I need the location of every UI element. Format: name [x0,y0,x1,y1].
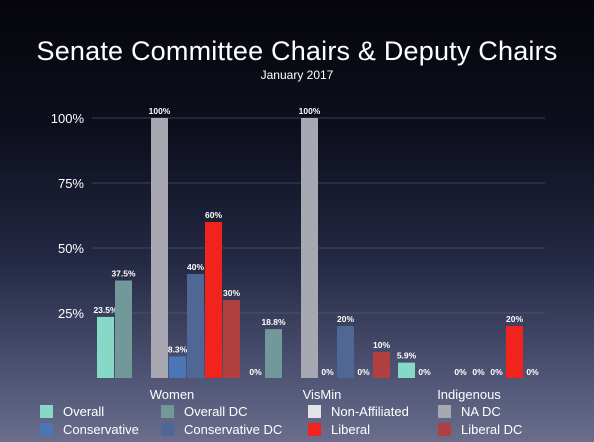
legend-swatch-overall-dc [161,404,174,418]
legend-swatch-na-dc [438,404,451,418]
data-label-women-conservative: 8.3% [168,344,188,354]
legend-label-conservative: Conservative [63,421,139,437]
legend-item-liberal: Liberal [308,421,370,437]
legend-item-overall-dc: Overall DC [161,403,248,419]
y-tick-label-25: 25% [58,306,84,321]
data-label-women-overall-dc: 37.5% [111,269,136,279]
data-label-indigenous-overall: 5.9% [397,351,417,361]
bar-women-liberal-dc [223,300,240,378]
data-label-vismin-conservative-dc: 20% [337,314,354,324]
legend-swatch-non-affiliated [308,404,321,418]
bar-indigenous-overall [398,362,415,378]
x-category-label-vismin: VisMin [303,387,342,402]
bar-women-conservative [169,356,186,378]
bar-women-overall [97,316,114,378]
legend-label-non-affiliated: Non-Affiliated [331,403,409,419]
legend-label-overall-dc: Overall DC [184,403,248,419]
bar-vismin-overall-dc [265,329,282,378]
data-label-women-conservative-dc: 40% [187,262,204,272]
bar-women-overall-dc [115,280,132,378]
legend-swatch-overall [40,404,53,418]
legend-swatch-liberal-dc [438,422,451,436]
data-label-women-liberal-dc: 30% [223,288,240,298]
bar-vismin-na-dc [301,118,318,378]
data-label-indigenous-overall-dc: 0% [418,367,431,377]
bar-women-liberal [205,222,222,378]
data-label-vismin-liberal: 0% [357,367,370,377]
data-label-women-liberal: 60% [205,210,222,220]
bar-vismin-conservative-dc [337,326,354,378]
legend-label-conservative-dc: Conservative DC [184,421,283,437]
data-label-vismin-liberal-dc: 10% [373,340,390,350]
bar-vismin-liberal-dc [373,352,390,378]
bar-indigenous-liberal [506,326,523,378]
y-tick-label-50: 50% [58,241,84,256]
legend-label-na-dc: NA DC [461,403,501,419]
legend-item-overall: Overall [40,403,104,419]
legend-label-liberal-dc: Liberal DC [461,421,523,437]
x-category-label-women: Women [150,387,195,402]
data-label-indigenous-conservative: 0% [472,367,485,377]
data-label-indigenous-liberal: 20% [506,314,523,324]
bar-women-conservative-dc [187,274,204,378]
data-label-vismin-na-dc: 100% [299,106,321,116]
chart-legend: Overall Overall DC Non-Affiliated NA DC Cons… [40,403,594,439]
chart-subtitle: January 2017 [260,68,334,82]
data-label-women-overall: 23.5% [93,305,118,315]
y-tick-label-100: 100% [51,111,85,126]
legend-item-na-dc: NA DC [438,403,501,419]
legend-label-liberal: Liberal [331,421,371,437]
legend-swatch-conservative [40,422,53,436]
bar-women-na-dc [151,118,168,378]
data-label-vismin-conservative: 0% [321,367,334,377]
x-category-label-indigenous: Indigenous [437,387,501,402]
legend-swatch-conservative-dc [161,422,174,436]
data-label-vismin-overall-dc: 18.8% [261,317,286,327]
y-tick-label-75: 75% [58,176,84,191]
legend-item-liberal-dc: Liberal DC [438,421,522,437]
data-label-indigenous-conservative-dc: 0% [490,367,503,377]
legend-item-conservative: Conservative [40,421,139,437]
chart-title: Senate Committee Chairs & Deputy Chairs [36,36,558,66]
data-label-women-na-dc: 100% [149,106,171,116]
legend-label-overall: Overall [63,403,105,419]
data-label-indigenous-na-dc: 0% [454,367,467,377]
legend-swatch-liberal [308,422,321,436]
data-label-vismin-overall: 0% [249,367,262,377]
legend-item-non-affiliated: Non-Affiliated [308,403,409,419]
data-label-indigenous-liberal-dc: 0% [526,367,539,377]
legend-item-conservative-dc: Conservative DC [161,421,282,437]
